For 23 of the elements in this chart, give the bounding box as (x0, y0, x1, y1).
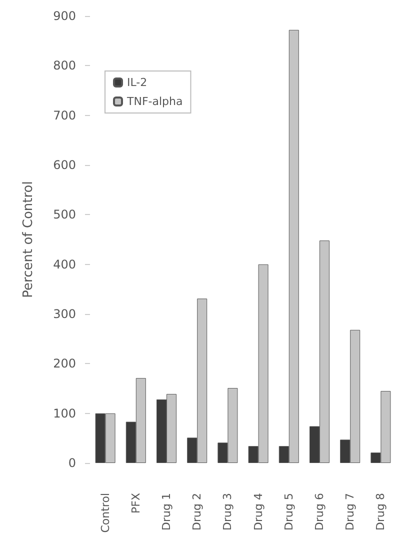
x-tick-label: PFX (129, 492, 142, 514)
y-tick-label: 900 (53, 9, 76, 23)
y-tick-label: 100 (53, 406, 76, 420)
y-tick-label: 800 (53, 58, 76, 73)
legend-label: TNF-alpha (126, 95, 183, 108)
y-tick-label: 400 (53, 257, 76, 272)
y-tick-label: 300 (53, 307, 76, 321)
y-tick-label: 500 (53, 208, 76, 222)
y-tick-label: 0 (68, 456, 76, 470)
x-tick-label: Control (98, 493, 112, 533)
x-tick-label: Drug 1 (160, 493, 173, 530)
y-tick-label: 700 (53, 108, 76, 122)
x-tick-label: Drug 4 (252, 493, 265, 530)
y-tick-label: 600 (53, 158, 76, 172)
y-axis-title: Percent of Control (21, 181, 36, 298)
y-tick-label: 200 (53, 356, 76, 371)
x-tick-label: Drug 6 (313, 493, 326, 530)
x-tick-label: Drug 2 (190, 493, 204, 530)
x-tick-label: Drug 7 (344, 493, 357, 530)
x-tick-label: Drug 5 (282, 493, 296, 530)
x-tick-label: Drug 8 (374, 493, 388, 530)
x-tick-label: Drug 3 (221, 493, 234, 530)
legend-label: IL-2 (127, 76, 148, 89)
